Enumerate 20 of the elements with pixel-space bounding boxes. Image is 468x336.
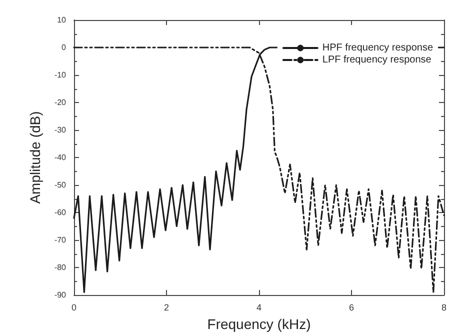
y-axis-title: Amplitude (dB): [27, 111, 43, 204]
y-tick-label: -90: [54, 290, 67, 300]
y-tick-label: -60: [54, 208, 67, 217]
y-tick-label: -50: [54, 180, 67, 190]
y-tick-label: -10: [54, 70, 67, 80]
legend-label: LPF frequency response: [322, 54, 432, 66]
y-tick-label: -80: [54, 263, 67, 272]
y-tick-label: -40: [54, 153, 67, 162]
x-axis-title: Frequency (kHz): [207, 316, 311, 332]
legend-label: HPF frequency response: [322, 42, 434, 54]
y-tick-label: 0: [62, 43, 67, 52]
x-tick-label: 2: [164, 302, 170, 312]
y-tick-label: -70: [54, 236, 67, 244]
y-tick-label: 10: [57, 16, 67, 24]
x-tick-label: 0: [71, 302, 77, 312]
x-tick-label: 8: [441, 302, 447, 312]
x-tick-label: 4: [256, 302, 262, 312]
x-tick-label: 6: [348, 302, 354, 312]
y-tick-label: -20: [54, 98, 67, 107]
y-tick-label: -30: [54, 126, 67, 134]
